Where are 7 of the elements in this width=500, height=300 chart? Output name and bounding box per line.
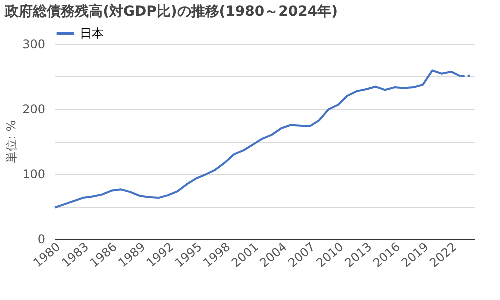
y-tick-label: 100	[22, 168, 46, 182]
y-tick-label: 200	[22, 102, 46, 116]
y-axis-title: 単位: %	[4, 120, 19, 164]
chart-title: 政府総債務残高(対GDP比)の推移(1980～2024年)	[4, 3, 338, 20]
y-tick-label: 0	[38, 232, 46, 246]
legend-label: 日本	[80, 26, 104, 40]
y-tick-label: 300	[22, 38, 46, 52]
